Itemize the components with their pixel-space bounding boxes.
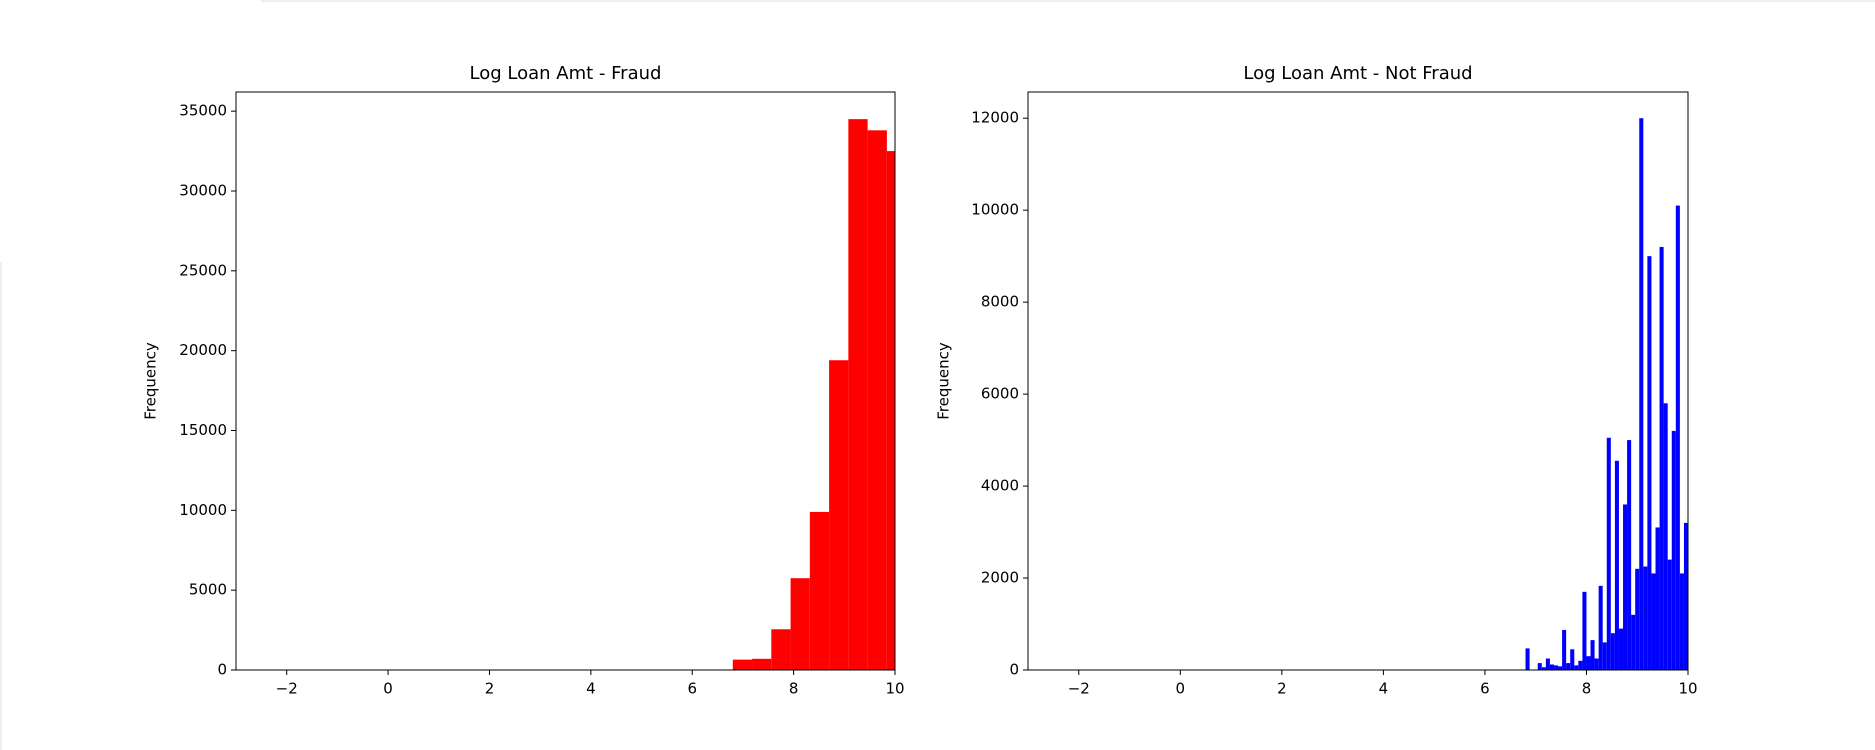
bar [867, 130, 887, 670]
y-tick-label: 2000 [981, 569, 1019, 587]
bar [1606, 437, 1611, 670]
bar [1671, 430, 1676, 670]
bar [1586, 656, 1591, 670]
bar [1574, 665, 1579, 670]
x-tick-label: 4 [586, 680, 596, 698]
bar [1590, 640, 1595, 670]
bar [848, 119, 868, 670]
y-tick-label: 8000 [981, 293, 1019, 311]
x-tick-label: 10 [1678, 680, 1697, 698]
bar [1566, 663, 1571, 670]
y-tick-label: 5000 [189, 581, 227, 599]
y-tick-label: 0 [1009, 661, 1019, 679]
bar [1667, 559, 1672, 670]
bar [1549, 664, 1554, 670]
y-axis-label: Frequency [935, 342, 953, 420]
bar [809, 511, 830, 670]
y-tick-label: 25000 [179, 261, 227, 279]
bar [886, 151, 895, 670]
bar [1570, 649, 1575, 670]
bar [1655, 527, 1660, 670]
bar [732, 659, 753, 670]
x-tick-label: 8 [789, 680, 799, 698]
bar [1639, 118, 1644, 670]
plot-area [1525, 118, 1688, 670]
x-tick-label: 10 [885, 680, 904, 698]
x-tick-label: −2 [1068, 680, 1090, 698]
bar [752, 658, 772, 670]
bar [1623, 504, 1628, 670]
bar [1558, 666, 1563, 670]
x-tick-label: 0 [383, 680, 393, 698]
x-tick-label: 2 [485, 680, 495, 698]
plot-area [732, 119, 895, 670]
x-tick-label: 6 [687, 680, 697, 698]
x-tick-label: −2 [276, 680, 298, 698]
bar [1659, 246, 1664, 670]
y-tick-label: 12000 [971, 109, 1019, 127]
bar [1582, 591, 1587, 670]
y-tick-label: 20000 [179, 341, 227, 359]
y-tick-label: 10000 [971, 201, 1019, 219]
axes-frame [235, 91, 896, 671]
bar [829, 360, 849, 670]
bar [1598, 585, 1603, 670]
bar [1594, 658, 1599, 670]
y-tick-label: 6000 [981, 385, 1019, 403]
bar [1541, 667, 1546, 670]
bar [1679, 573, 1684, 670]
x-tick-label: 2 [1277, 680, 1287, 698]
bar [1635, 568, 1640, 670]
bar [1537, 663, 1542, 670]
bar [1627, 440, 1632, 670]
bar [790, 578, 810, 670]
x-tick-label: 4 [1379, 680, 1389, 698]
y-tick-label: 15000 [179, 421, 227, 439]
bar [1618, 628, 1624, 670]
bar [1643, 566, 1648, 670]
x-tick-label: 6 [1480, 680, 1490, 698]
bar [1675, 205, 1680, 670]
y-tick-label: 4000 [981, 477, 1019, 495]
x-tick-label: 8 [1582, 680, 1592, 698]
y-axis-label: Frequency [142, 342, 160, 420]
axes-frame [1027, 91, 1689, 671]
bar [1683, 522, 1688, 670]
chart-title: Log Loan Amt - Fraud [470, 63, 662, 84]
bar [771, 629, 791, 670]
y-tick-label: 30000 [179, 181, 227, 199]
bar [1631, 614, 1636, 670]
y-tick-label: 0 [217, 661, 227, 679]
x-tick-label: 0 [1176, 680, 1186, 698]
bar [1545, 658, 1550, 670]
bar [1647, 256, 1652, 670]
y-tick-label: 35000 [179, 102, 227, 120]
bar [1602, 642, 1607, 670]
bar [1562, 629, 1567, 670]
bar [1651, 573, 1656, 670]
bar [1525, 648, 1530, 670]
chart-title: Log Loan Amt - Not Fraud [1243, 63, 1472, 84]
bar [1663, 403, 1668, 670]
bar [1553, 665, 1559, 670]
bar [1610, 633, 1615, 670]
bar [1614, 460, 1619, 670]
y-tick-label: 10000 [179, 501, 227, 519]
bar [1578, 660, 1583, 670]
